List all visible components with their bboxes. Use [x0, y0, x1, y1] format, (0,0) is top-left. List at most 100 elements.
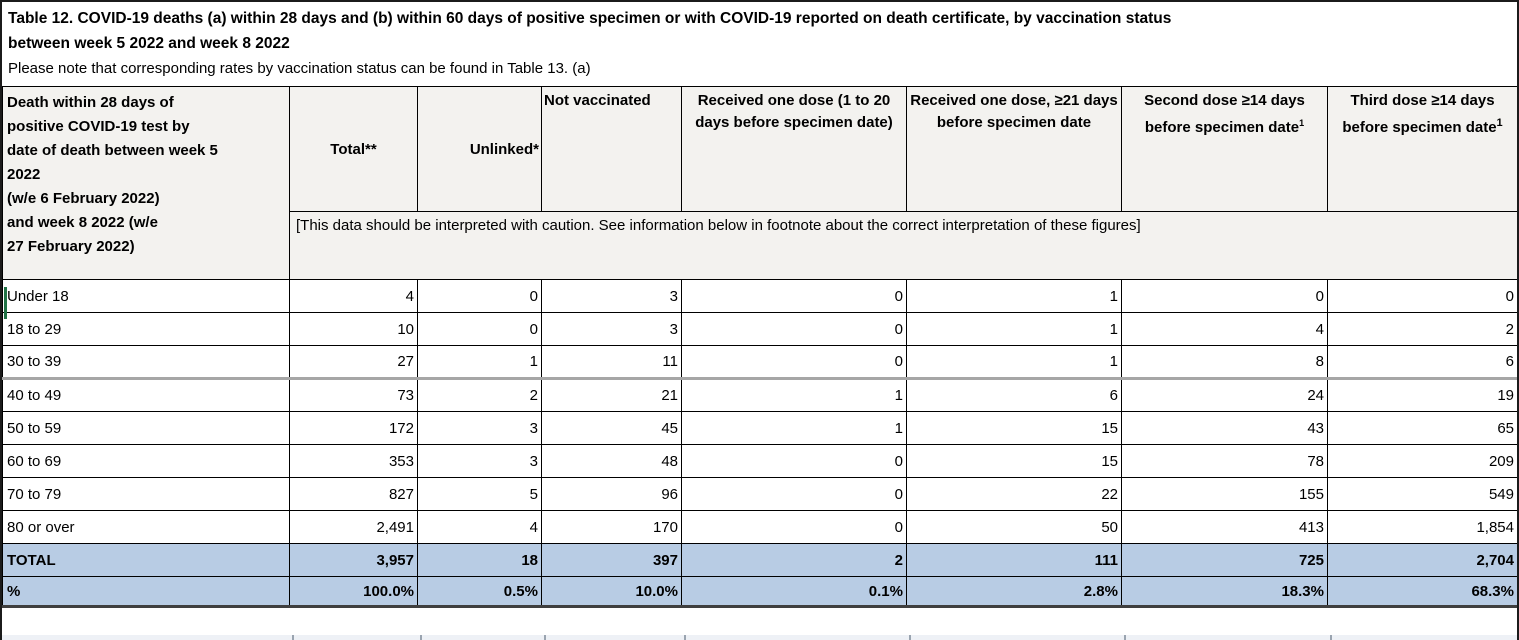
row-label-cell: Under 18 — [2, 279, 290, 313]
value-cell: 43 — [1121, 411, 1328, 445]
value-cell: 0 — [417, 279, 542, 313]
value-cell: 50 — [906, 510, 1122, 544]
value-cell: 2 — [1327, 312, 1517, 346]
table-row-under-18: Under 18 4 0 3 0 1 0 0 — [2, 279, 1517, 313]
total-label-cell: TOTAL — [2, 543, 290, 577]
row-label-cell: 60 to 69 — [2, 444, 290, 478]
caution-note-cell: [This data should be interpreted with ca… — [289, 211, 1517, 280]
table-title-line1: Table 12. COVID-19 deaths (a) within 28 … — [8, 10, 1172, 27]
value-cell: 15 — [906, 444, 1122, 478]
table-row-70-to-79: 70 to 79 827 5 96 0 22 155 549 — [2, 477, 1517, 511]
value-cell: 3 — [541, 279, 682, 313]
value-cell: 1 — [906, 345, 1122, 379]
caution-row: [This data should be interpreted with ca… — [3, 211, 1517, 280]
value-cell: 0 — [681, 444, 907, 478]
col-header-third-dose: Third dose ≥14 days before specimen date… — [1327, 86, 1517, 212]
value-cell: 0 — [681, 345, 907, 379]
percent-value-cell: 100.0% — [289, 576, 418, 608]
value-cell: 1 — [906, 279, 1122, 313]
value-cell: 209 — [1327, 444, 1517, 478]
header-row: Death within 28 days of positive COVID-1… — [2, 86, 1517, 280]
row-label-cell: 50 to 59 — [2, 411, 290, 445]
table-row-60-to-69: 60 to 69 353 3 48 0 15 78 209 — [2, 444, 1517, 478]
row-label-cell: 70 to 79 — [2, 477, 290, 511]
value-cell: 0 — [681, 510, 907, 544]
value-cell: 4 — [289, 279, 418, 313]
value-cell: 3 — [541, 312, 682, 346]
value-cell: 27 — [289, 345, 418, 379]
row-label-cell: 30 to 39 — [2, 345, 290, 379]
value-cell: 11 — [541, 345, 682, 379]
footnote-marker-1: 1 — [1299, 118, 1305, 128]
value-cell: 8 — [1121, 345, 1328, 379]
row-label-cell: 80 or over — [2, 510, 290, 544]
value-cell: 2,491 — [289, 510, 418, 544]
total-value-cell: 725 — [1121, 543, 1328, 577]
value-cell: 6 — [906, 377, 1122, 412]
value-cell: 353 — [289, 444, 418, 478]
value-cell: 6 — [1327, 345, 1517, 379]
covid-deaths-table: Death within 28 days of positive COVID-1… — [2, 86, 1517, 608]
percent-value-cell: 0.1% — [681, 576, 907, 608]
percent-value-cell: 0.5% — [417, 576, 542, 608]
green-cell-marker — [4, 287, 7, 319]
value-cell: 3 — [417, 411, 542, 445]
footnote-marker-1: 1 — [1496, 117, 1503, 129]
value-cell: 0 — [1121, 279, 1328, 313]
value-cell: 19 — [1327, 377, 1517, 412]
col-header-third-dose-label: Third dose ≥14 days before specimen date — [1342, 92, 1497, 136]
table-subtitle-note: Please note that corresponding rates by … — [8, 60, 591, 77]
col-header-second-dose-label: Second dose ≥14 days before specimen dat… — [1144, 92, 1305, 136]
table-row-18-to-29: 18 to 29 10 0 3 0 1 4 2 — [2, 312, 1517, 346]
value-cell: 73 — [289, 377, 418, 412]
row-label-cell: 18 to 29 — [2, 312, 290, 346]
table-title-block: Table 12. COVID-19 deaths (a) within 28 … — [2, 2, 1517, 86]
value-cell: 1 — [906, 312, 1122, 346]
cutoff-next-row-strip — [2, 635, 1517, 640]
table-row-50-to-59: 50 to 59 172 3 45 1 15 43 65 — [2, 411, 1517, 445]
total-value-cell: 18 — [417, 543, 542, 577]
value-cell: 1 — [681, 377, 907, 412]
value-cell: 15 — [906, 411, 1122, 445]
col-header-unlinked: Unlinked* — [417, 86, 542, 212]
row-axis-header: Death within 28 days of positive COVID-1… — [2, 86, 290, 280]
table-row-40-to-49: 40 to 49 73 2 21 1 6 24 19 — [2, 377, 1517, 412]
row-label-cell: 40 to 49 — [2, 377, 290, 412]
total-value-cell: 3,957 — [289, 543, 418, 577]
value-cell: 827 — [289, 477, 418, 511]
table-row-30-to-39: 30 to 39 27 1 11 0 1 8 6 — [2, 345, 1517, 379]
value-cell: 1,854 — [1327, 510, 1517, 544]
value-cell: 0 — [681, 279, 907, 313]
total-value-cell: 2 — [681, 543, 907, 577]
percent-value-cell: 68.3% — [1327, 576, 1517, 608]
value-cell: 78 — [1121, 444, 1328, 478]
value-cell: 48 — [541, 444, 682, 478]
value-cell: 1 — [417, 345, 542, 379]
total-row: TOTAL 3,957 18 397 2 111 725 2,704 — [2, 543, 1517, 577]
value-cell: 172 — [289, 411, 418, 445]
percent-value-cell: 18.3% — [1121, 576, 1328, 608]
percent-label-cell: % — [2, 576, 290, 608]
value-cell: 21 — [541, 377, 682, 412]
value-cell: 10 — [289, 312, 418, 346]
value-cell: 0 — [681, 477, 907, 511]
col-header-total: Total** — [289, 86, 418, 212]
value-cell: 5 — [417, 477, 542, 511]
value-cell: 22 — [906, 477, 1122, 511]
col-header-not-vaccinated: Not vaccinated — [541, 86, 682, 212]
col-header-one-dose-21plus: Received one dose, ≥21 days before speci… — [906, 86, 1122, 212]
col-header-one-dose-1-20: Received one dose (1 to 20 days before s… — [681, 86, 907, 212]
value-cell: 3 — [417, 444, 542, 478]
value-cell: 170 — [541, 510, 682, 544]
value-cell: 0 — [681, 312, 907, 346]
value-cell: 0 — [417, 312, 542, 346]
total-value-cell: 397 — [541, 543, 682, 577]
percent-row: % 100.0% 0.5% 10.0% 0.1% 2.8% 18.3% 68.3… — [2, 576, 1517, 608]
value-cell: 24 — [1121, 377, 1328, 412]
value-cell: 2 — [417, 377, 542, 412]
value-cell: 45 — [541, 411, 682, 445]
value-cell: 155 — [1121, 477, 1328, 511]
value-cell: 413 — [1121, 510, 1328, 544]
value-cell: 65 — [1327, 411, 1517, 445]
